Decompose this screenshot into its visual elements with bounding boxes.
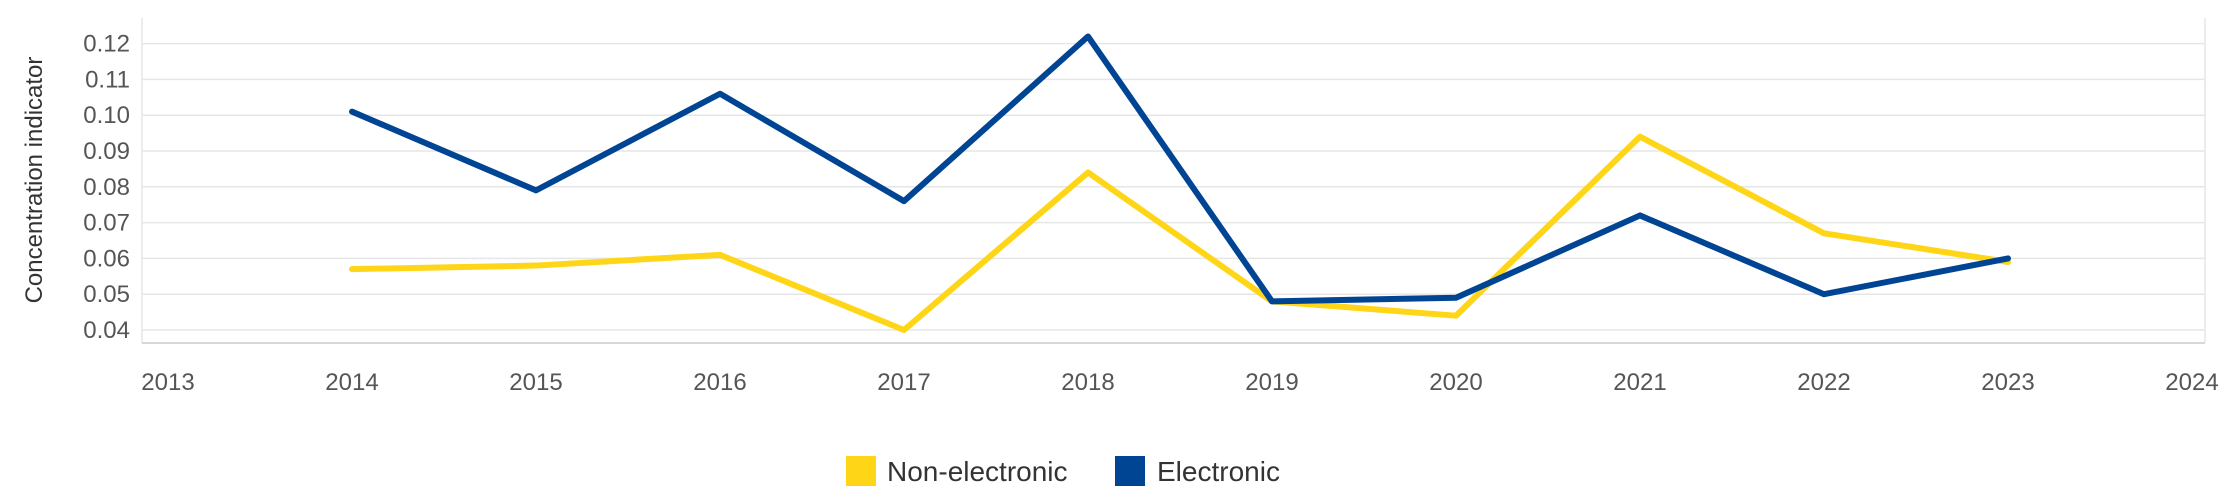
- data-point: [532, 186, 540, 194]
- gridlines: [141, 18, 2206, 343]
- y-tick-label: 0.10: [83, 102, 130, 129]
- x-tick-label: 2020: [1429, 369, 1482, 396]
- data-point: [1452, 294, 1460, 302]
- x-tick-label: 2024: [2165, 369, 2218, 396]
- data-point: [1820, 290, 1828, 298]
- data-point: [348, 108, 356, 116]
- x-tick-label: 2014: [325, 369, 378, 396]
- y-tick-label: 0.05: [83, 281, 130, 308]
- series-lines: [348, 32, 2012, 334]
- x-tick-label: 2017: [877, 369, 930, 396]
- legend-label: Non-electronic: [887, 456, 1068, 487]
- series-line-electronic: [349, 33, 2011, 305]
- data-point: [1084, 32, 1092, 40]
- data-point: [900, 197, 908, 205]
- y-axis-tick-labels: 0.04 0.05 0.06 0.07 0.08 0.09 0.10 0.11 0.12: [83, 31, 130, 344]
- data-point: [1636, 133, 1644, 141]
- data-point: [1820, 229, 1828, 237]
- x-tick-label: 2013: [141, 369, 194, 396]
- data-point: [716, 90, 724, 98]
- data-point: [1268, 297, 1276, 305]
- legend: Non-electronic Electronic: [846, 456, 1280, 487]
- x-axis-tick-labels: 2013 2014 2015 2016 2017 2018 2019 2020 2021 2022…: [141, 369, 2218, 396]
- x-tick-label: 2023: [1981, 369, 2034, 396]
- x-tick-label: 2022: [1797, 369, 1850, 396]
- x-tick-label: 2016: [693, 369, 746, 396]
- data-point: [900, 326, 908, 334]
- data-point: [2004, 254, 2012, 262]
- x-tick-label: 2019: [1245, 369, 1298, 396]
- series-line-non-electronic: [349, 133, 2011, 333]
- legend-label: Electronic: [1157, 456, 1280, 487]
- y-tick-label: 0.09: [83, 138, 130, 165]
- x-tick-label: 2018: [1061, 369, 1114, 396]
- y-tick-label: 0.04: [83, 317, 130, 344]
- data-point: [1084, 168, 1092, 176]
- data-point: [716, 251, 724, 259]
- x-tick-label: 2021: [1613, 369, 1666, 396]
- y-tick-label: 0.12: [83, 31, 130, 58]
- y-tick-label: 0.11: [85, 66, 130, 93]
- data-point: [1452, 312, 1460, 320]
- data-point: [1636, 211, 1644, 219]
- y-axis-title: Concentration indicator: [21, 57, 48, 304]
- legend-swatch: [1115, 456, 1145, 486]
- y-tick-label: 0.08: [83, 174, 130, 201]
- x-tick-label: 2015: [509, 369, 562, 396]
- legend-swatch: [846, 456, 876, 486]
- data-point: [532, 262, 540, 270]
- data-point: [348, 265, 356, 273]
- y-tick-label: 0.06: [83, 245, 130, 272]
- y-tick-label: 0.07: [83, 210, 130, 237]
